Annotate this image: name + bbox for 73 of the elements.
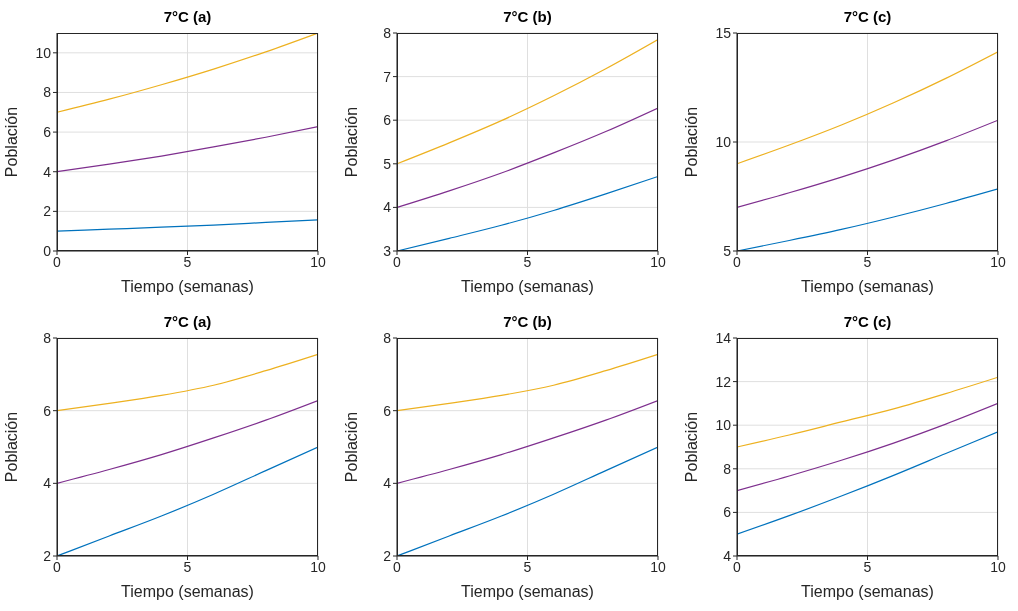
line-series	[397, 38, 658, 165]
line-series	[737, 376, 998, 448]
x-tick-label: 10	[990, 558, 1006, 575]
y-axis-title: Población	[683, 106, 701, 178]
line-series	[57, 33, 318, 113]
y-tick-label: 5	[723, 242, 732, 259]
x-tick-label: 5	[183, 253, 192, 270]
y-tick-label: 8	[43, 329, 52, 346]
y-tick-label: 2	[383, 547, 392, 564]
line-series	[737, 119, 998, 208]
y-tick-label: 4	[723, 547, 732, 564]
x-axis-title: Tiempo (semanas)	[460, 278, 595, 296]
chart-title: 7°C (b)	[502, 313, 553, 330]
x-tick-label: 10	[650, 558, 666, 575]
y-tick-label: 8	[723, 460, 732, 477]
x-axis-title: Tiempo (semanas)	[800, 583, 935, 601]
y-tick-label: 6	[383, 112, 392, 129]
y-tick-label: 7	[383, 68, 392, 85]
chart-title: 7°C (b)	[502, 8, 553, 25]
chart-title: 7°C (a)	[162, 313, 213, 330]
y-tick-label: 12	[715, 373, 732, 390]
x-tick-label: 10	[990, 253, 1006, 270]
y-tick-label: 8	[43, 84, 52, 101]
y-axis-title: Población	[3, 411, 21, 483]
line-series	[57, 219, 318, 232]
x-axis-title: Tiempo (semanas)	[800, 278, 935, 296]
x-tick-label: 5	[523, 253, 532, 270]
y-tick-label: 4	[383, 475, 392, 492]
y-tick-label: 4	[43, 475, 52, 492]
y-tick-label: 0	[43, 242, 52, 259]
y-axis-title: Población	[343, 411, 361, 483]
y-axis-title: Población	[3, 106, 21, 178]
x-tick-label: 10	[650, 253, 666, 270]
y-tick-label: 8	[383, 329, 392, 346]
y-tick-label: 14	[715, 329, 732, 346]
chart-title: 7°C (a)	[162, 8, 213, 25]
y-tick-label: 4	[43, 163, 52, 180]
x-tick-label: 10	[310, 558, 326, 575]
x-tick-label: 5	[863, 558, 872, 575]
chart-title: 7°C (c)	[842, 313, 893, 330]
y-axis-title: Población	[683, 411, 701, 483]
line-series	[737, 402, 998, 492]
line-series	[397, 353, 658, 412]
line-series	[397, 107, 658, 208]
y-tick-label: 8	[383, 24, 392, 41]
x-axis-title: Tiempo (semanas)	[120, 278, 255, 296]
line-series	[737, 431, 998, 535]
x-tick-label: 5	[863, 253, 872, 270]
line-series	[57, 353, 318, 412]
y-tick-label: 15	[715, 24, 732, 41]
x-axis-title: Tiempo (semanas)	[120, 583, 255, 601]
y-tick-label: 6	[383, 402, 392, 419]
y-tick-label: 3	[383, 242, 392, 259]
y-tick-label: 6	[43, 402, 52, 419]
y-tick-label: 6	[723, 504, 732, 521]
y-tick-label: 4	[383, 199, 392, 216]
y-tick-label: 10	[715, 417, 732, 434]
x-axis-title: Tiempo (semanas)	[460, 583, 595, 601]
x-tick-label: 10	[310, 253, 326, 270]
line-series	[737, 51, 998, 165]
y-tick-label: 6	[43, 124, 52, 141]
line-series	[397, 399, 658, 484]
line-series	[57, 399, 318, 484]
y-tick-label: 10	[715, 133, 732, 150]
x-tick-label: 5	[523, 558, 532, 575]
x-tick-label: 5	[183, 558, 192, 575]
y-tick-label: 10	[35, 44, 52, 61]
y-tick-label: 2	[43, 203, 52, 220]
y-tick-label: 2	[43, 547, 52, 564]
y-axis-title: Población	[343, 106, 361, 178]
line-series	[57, 125, 318, 173]
chart-title: 7°C (c)	[842, 8, 893, 25]
y-tick-label: 5	[383, 155, 392, 172]
